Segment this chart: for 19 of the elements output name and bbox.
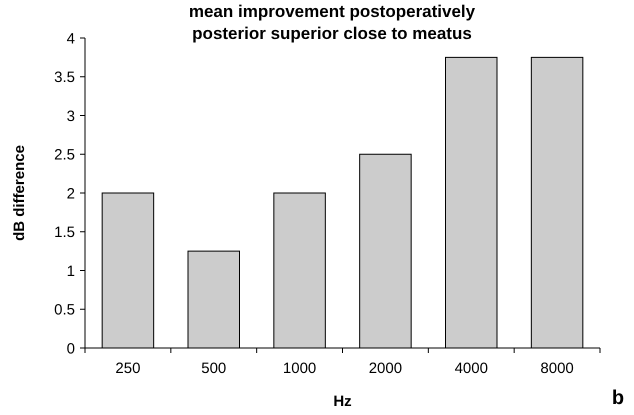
x-tick-label: 2000 (368, 360, 402, 377)
y-tick-label: 0.5 (54, 302, 75, 318)
x-tick-label: 4000 (454, 360, 488, 377)
x-tick-label: 1000 (282, 360, 316, 377)
y-tick-label: 1.5 (54, 224, 75, 241)
text: b (612, 387, 624, 409)
y-axis-title: dB difference (11, 145, 28, 241)
x-tick-label: 500 (201, 360, 226, 377)
y-tick-label: 3 (66, 108, 75, 125)
chart-title: mean improvement postoperatively posterior superior close to meatus (188, 2, 476, 43)
y-tick-label: 2.5 (54, 146, 75, 164)
x-axis-title: Hz (333, 393, 352, 410)
y-tick-label: 3.5 (54, 69, 75, 86)
y-tick-label: 1 (66, 262, 75, 280)
y-tick-label: 2 (66, 185, 75, 202)
y-tick-label: 0 (66, 340, 75, 358)
y-tick-label: 4 (66, 30, 75, 48)
x-tick-label: 250 (115, 360, 140, 377)
x-tick-label: 8000 (540, 360, 574, 377)
